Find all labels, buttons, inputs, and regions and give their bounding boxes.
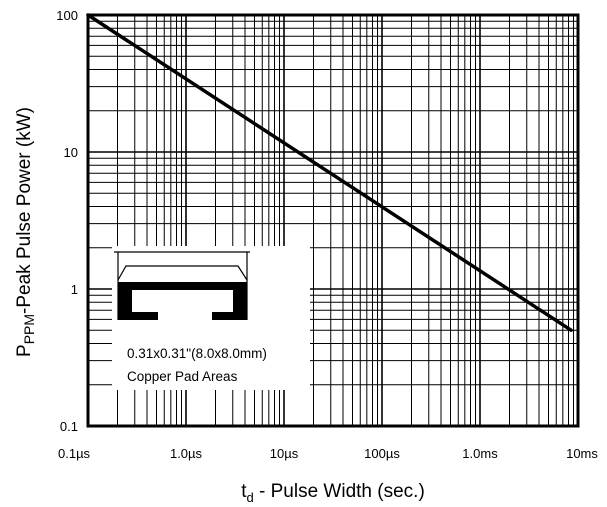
x-tick-label: 0.1µs — [58, 446, 91, 461]
x-axis-title: td - Pulse Width (sec.) — [241, 481, 425, 505]
x-tick-label: 10µs — [270, 446, 299, 461]
plot-frame — [86, 13, 580, 428]
inset-caption-line2: Copper Pad Areas — [127, 369, 238, 384]
y-tick-label: 10 — [64, 145, 78, 160]
y-tick-label: 1 — [71, 282, 78, 297]
series-layer — [86, 13, 573, 332]
y-tick-label: 100 — [56, 8, 78, 23]
copper-pad-bottom — [118, 312, 158, 320]
x-tick-label: 1.0ms — [462, 446, 498, 461]
y-tick-labels: 0.1 1 10 100 — [56, 8, 78, 434]
y-axis-title: PPPM-Peak Pulse Power (kW) — [14, 107, 37, 357]
x-tick-label: 100µs — [364, 446, 400, 461]
copper-pad-bottom-right — [212, 312, 247, 320]
inset-caption-line1: 0.31x0.31"(8.0x8.0mm) — [127, 346, 267, 361]
peak-power-curve — [86, 13, 573, 332]
pad-inset: 0.31x0.31"(8.0x8.0mm) Copper Pad Areas — [112, 246, 310, 390]
x-tick-label: 10ms — [566, 446, 598, 461]
y-tick-label: 0.1 — [60, 419, 78, 434]
x-tick-label: 1.0µs — [170, 446, 203, 461]
x-tick-labels: 0.1µs 1.0µs 10µs 100µs 1.0ms 10ms — [58, 446, 598, 461]
pad-outline-bevel — [117, 265, 248, 281]
